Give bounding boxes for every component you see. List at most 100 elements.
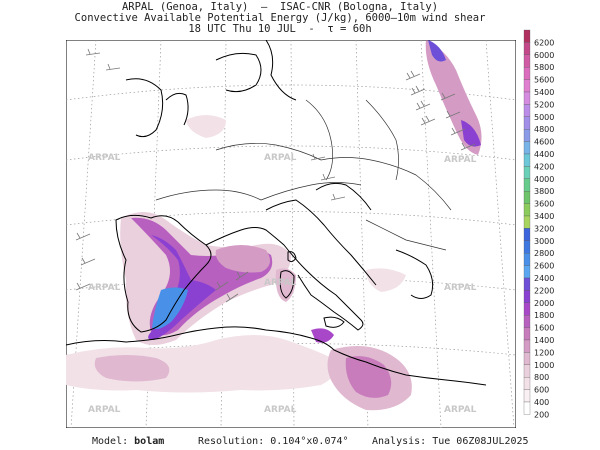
colorbar-label-5000: 5000	[534, 113, 554, 122]
colorbar-swatch-10	[523, 153, 531, 167]
colorbar-label-1800: 1800	[534, 311, 554, 320]
colorbar-swatch-23	[523, 315, 531, 328]
colorbar-swatch-30	[523, 401, 531, 415]
colorbar-label-5400: 5400	[534, 88, 554, 97]
colorbar-label-2000: 2000	[534, 299, 554, 308]
colorbar-swatch-1	[523, 42, 531, 55]
colorbar-label-5800: 5800	[534, 63, 554, 72]
header-line-1: ARPAL (Genoa, Italy) — ISAC-CNR (Bologna…	[121, 1, 439, 13]
cape-russia-high	[428, 40, 446, 62]
header-line-3: 18 UTC Thu 10 JUL - τ = 60h	[188, 23, 372, 35]
colorbar-swatch-9	[523, 141, 531, 155]
colorbar-swatch-4	[523, 79, 531, 93]
footer-resolution-value: 0.104°x0.074°	[270, 436, 349, 447]
colorbar-label-4400: 4400	[534, 150, 554, 159]
colorbar-label-4200: 4200	[534, 162, 554, 171]
header-line-2: Convective Available Potential Energy (J…	[74, 12, 486, 24]
colorbar-swatch-24	[523, 327, 531, 341]
colorbar-swatch-18	[523, 253, 531, 266]
colorbar-swatch-17	[523, 240, 531, 254]
footer-analysis: Analysis: Tue 06Z08JUL2025	[372, 436, 529, 447]
watermark-7: ARPAL	[88, 405, 121, 415]
colorbar-label-4800: 4800	[534, 125, 554, 134]
footer-model: Model: bolam	[92, 436, 164, 447]
cape-libya-mid	[345, 356, 392, 398]
cape-balkans	[366, 268, 406, 292]
cape-france-north	[186, 115, 226, 138]
colorbar-label-3200: 3200	[534, 224, 554, 233]
borders	[155, 99, 452, 251]
footer-model-value: bolam	[134, 436, 165, 447]
colorbar-swatch-12	[523, 178, 531, 192]
footer-model-label: Model:	[92, 436, 129, 447]
watermark-6: ARPAL	[444, 283, 477, 293]
watermark-2: ARPAL	[264, 153, 297, 163]
cape-balearic	[215, 245, 270, 273]
footer-resolution: Resolution: 0.104°x0.074°	[198, 436, 349, 447]
colorbar-label-1400: 1400	[534, 336, 554, 345]
colorbar-label-6000: 6000	[534, 51, 554, 60]
colorbar-swatch-3	[523, 67, 531, 80]
colorbar-swatch-26	[523, 352, 531, 365]
colorbar-swatch-0	[523, 29, 531, 43]
watermark-5: ARPAL	[264, 278, 297, 288]
watermark-4: ARPAL	[88, 283, 121, 293]
colorbar-label-3800: 3800	[534, 187, 554, 196]
cape-map: ARPAL ARPAL ARPAL ARPAL ARPAL ARPAL ARPA…	[66, 40, 516, 428]
cape-north-africa-mid	[94, 355, 170, 382]
colorbar-label-5600: 5600	[534, 76, 554, 85]
colorbar-swatch-11	[523, 166, 531, 179]
colorbar-label-3400: 3400	[534, 212, 554, 221]
colorbar-swatch-28	[523, 377, 531, 390]
colorbar-swatch-5	[523, 91, 531, 105]
watermark-8: ARPAL	[264, 405, 297, 415]
colorbar-swatch-21	[523, 290, 531, 303]
colorbar-swatch-15	[523, 215, 531, 229]
cape-fields	[66, 40, 482, 411]
footer-resolution-label: Resolution:	[198, 436, 265, 447]
colorbar-label-3600: 3600	[534, 200, 554, 209]
watermark-1: ARPAL	[88, 153, 121, 163]
colorbar-swatch-20	[523, 277, 531, 291]
cape-russia-mid	[461, 120, 481, 147]
colorbar-label-3000: 3000	[534, 237, 554, 246]
colorbar-swatch-25	[523, 339, 531, 353]
colorbar-label-5200: 5200	[534, 100, 554, 109]
colorbar-swatches	[523, 29, 531, 415]
coastlines	[66, 40, 487, 386]
colorbar-label-1600: 1600	[534, 324, 554, 333]
colorbar-swatch-14	[523, 203, 531, 217]
colorbar-label-2600: 2600	[534, 262, 554, 271]
colorbar-label-4600: 4600	[534, 138, 554, 147]
colorbar-swatch-13	[523, 191, 531, 204]
watermarks: ARPAL ARPAL ARPAL ARPAL ARPAL ARPAL ARPA…	[88, 153, 477, 415]
colorbar-label-2400: 2400	[534, 274, 554, 283]
colorbar-label-1000: 1000	[534, 361, 554, 370]
colorbar-label-800: 800	[534, 373, 549, 382]
watermark-3: ARPAL	[444, 155, 477, 165]
colorbar-swatch-2	[523, 54, 531, 68]
footer-analysis-value: Tue 06Z08JUL2025	[432, 436, 529, 447]
colorbar-label-400: 400	[534, 398, 549, 407]
colorbar-label-4000: 4000	[534, 175, 554, 184]
colorbar-label-600: 600	[534, 386, 549, 395]
colorbar-swatch-27	[523, 364, 531, 378]
watermark-9: ARPAL	[444, 405, 477, 415]
wind-barbs	[75, 48, 476, 303]
colorbar-swatch-19	[523, 265, 531, 279]
colorbar-swatch-8	[523, 129, 531, 142]
colorbar-swatch-22	[523, 302, 531, 316]
colorbar-label-6200: 6200	[534, 38, 554, 47]
cape-tunisia	[311, 328, 334, 343]
colorbar-label-2800: 2800	[534, 249, 554, 258]
colorbar: 6200 6000 5800 5600 5400 5200 5000 4800 4600 4400…	[523, 29, 554, 419]
colorbar-label-1200: 1200	[534, 348, 554, 357]
footer-analysis-label: Analysis:	[372, 436, 427, 447]
colorbar-label-200: 200	[534, 410, 549, 419]
colorbar-swatch-6	[523, 104, 531, 117]
colorbar-swatch-29	[523, 389, 531, 403]
colorbar-label-2200: 2200	[534, 286, 554, 295]
colorbar-swatch-7	[523, 116, 531, 130]
colorbar-labels: 6200 6000 5800 5600 5400 5200 5000 4800 4600 4400…	[534, 38, 554, 419]
colorbar-swatch-16	[523, 228, 531, 241]
